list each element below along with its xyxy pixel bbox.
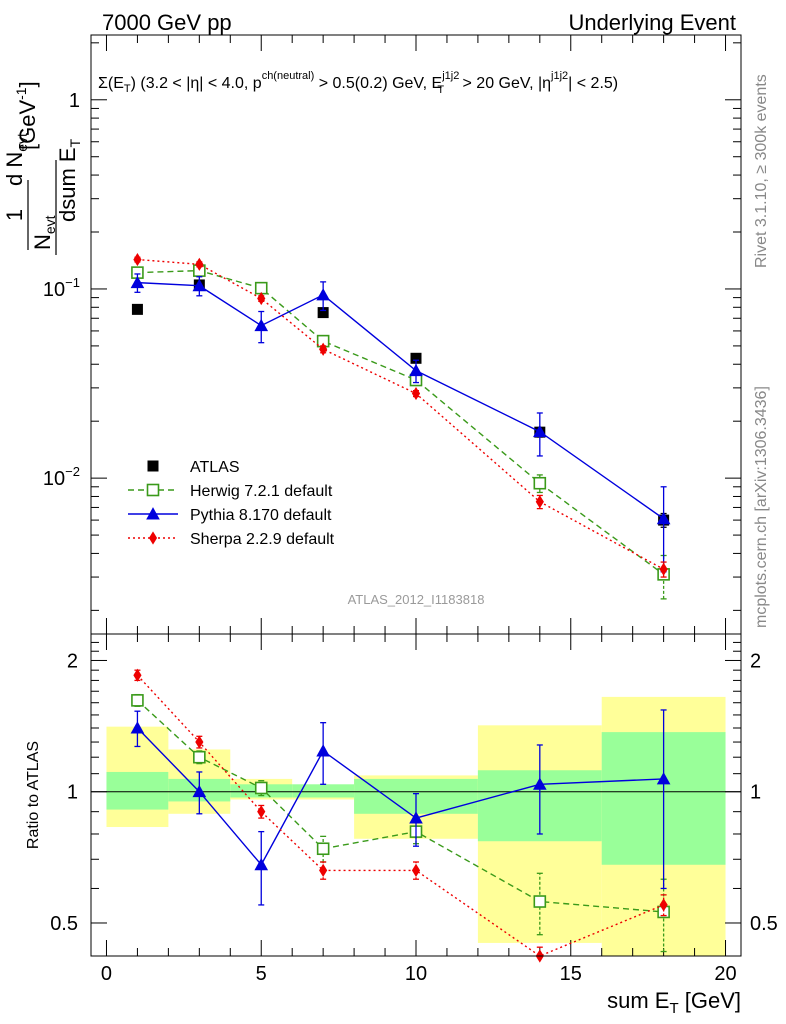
ratio-ylabel: Ratio to ATLAS (25, 741, 42, 849)
x-tick-label: 20 (714, 963, 736, 985)
sherpa-point (411, 863, 421, 878)
herwig-point (316, 842, 330, 856)
sherpa-point (133, 252, 142, 267)
main-panel: 10−2 10−1 1 (43, 34, 742, 635)
y-tick-label-ratio-right: 0.5 (750, 913, 778, 935)
y-tick-label-main: 10−2 (43, 464, 80, 490)
atlas-point (131, 303, 143, 315)
pythia-point (254, 318, 269, 332)
sherpa-point (257, 805, 266, 819)
analysis-watermark: ATLAS_2012_I1183818 (348, 592, 485, 607)
legend-label-atlas: ATLAS (190, 459, 240, 476)
legend-label-sherpa: Sherpa 2.2.9 default (190, 531, 335, 548)
sherpa-point (319, 863, 328, 878)
pythia-point (532, 777, 547, 790)
atlas-point (317, 307, 329, 319)
y-tick-label-ratio: 0.5 (50, 913, 78, 935)
main-frame (90, 34, 742, 635)
sherpa-point (535, 495, 544, 509)
ylabel-unit: [GeV-1] (13, 81, 40, 150)
pythia-point (409, 811, 423, 824)
sherpa-point (195, 257, 204, 271)
sherpa-point (195, 735, 204, 749)
x-tick-label: 15 (560, 963, 582, 985)
pythia-point (532, 424, 547, 438)
herwig-point (533, 476, 547, 490)
y-tick-label-ratio-right: 1 (750, 782, 761, 804)
ylabel-dn: d Nevt (2, 133, 30, 186)
pythia-point (130, 275, 145, 289)
atlas-point (410, 352, 422, 364)
ratio-panel: 0.5 0.51 12 20 5 10 15 20 (50, 633, 778, 985)
x-tick-label: 5 (256, 963, 267, 985)
main-ylabel: 1 Nevt d Nevt dsum ET [GeV-1] (2, 81, 83, 255)
ylabel-one: 1 (2, 209, 27, 221)
pythia-point (656, 772, 671, 785)
rivet-label: Rivet 3.1.10, ≥ 300k events (753, 74, 770, 268)
pythia-point (254, 857, 269, 871)
pythia-point (146, 507, 160, 520)
legend-label-herwig: Herwig 7.2.1 default (190, 483, 333, 500)
main-ticks: 10−2 10−1 1 (43, 35, 741, 634)
y-tick-label-ratio-right: 2 (750, 650, 761, 672)
sherpa-point (133, 668, 142, 682)
y-tick-label-main: 1 (69, 90, 80, 112)
mcplots-label: mcplots.cern.ch [arXiv:1306.3436] (753, 386, 770, 628)
ylabel-nevt: Nevt (30, 215, 58, 250)
x-tick-label: 0 (101, 963, 112, 985)
herwig-point (254, 781, 268, 795)
x-axis-label: sum ET [GeV] (607, 988, 741, 1017)
pythia-point (316, 288, 330, 301)
legend: ATLAS Herwig 7.2.1 default Pythia 8.170 de… (128, 459, 335, 548)
pythia-point (192, 278, 207, 292)
sherpa-point (319, 342, 328, 356)
header-left: 7000 GeV pp (102, 10, 232, 35)
legend-label-pythia: Pythia 8.170 default (190, 507, 332, 524)
uncertainty-band-inner (106, 771, 169, 810)
y-tick-label-ratio: 1 (67, 782, 78, 804)
y-tick-label-main: 10−1 (43, 275, 80, 301)
ylabel-dsum: dsum ET (55, 138, 83, 222)
herwig-point (131, 694, 144, 707)
sherpa-point (659, 562, 668, 576)
x-tick-label: 10 (405, 963, 427, 985)
pythia-point (656, 511, 671, 525)
main-marks (130, 252, 671, 600)
pythia-point (316, 744, 330, 757)
selection-annotation: Σ(ET) (3.2 < |η| < 4.0, pch(neutral) > 0… (98, 70, 618, 96)
herwig-line (137, 269, 665, 575)
sherpa-point (411, 386, 421, 401)
sherpa-point (148, 531, 158, 545)
herwig-point (533, 895, 547, 908)
pythia-point (130, 721, 145, 734)
ratio-ticks: 0.5 0.51 12 20 5 10 15 20 (50, 634, 778, 985)
sherpa-point (257, 291, 266, 306)
ratio-frame (90, 633, 742, 957)
header-right: Underlying Event (568, 10, 736, 35)
ratio-marks (130, 668, 671, 963)
herwig-point (146, 483, 160, 497)
y-tick-label-ratio: 2 (67, 650, 78, 672)
sherpa-point (659, 898, 668, 912)
atlas-point (147, 460, 159, 472)
herwig-point (193, 750, 206, 764)
uncertainty-band-inner (292, 784, 355, 798)
pythia-point (409, 363, 423, 377)
pythia-point (192, 784, 207, 798)
